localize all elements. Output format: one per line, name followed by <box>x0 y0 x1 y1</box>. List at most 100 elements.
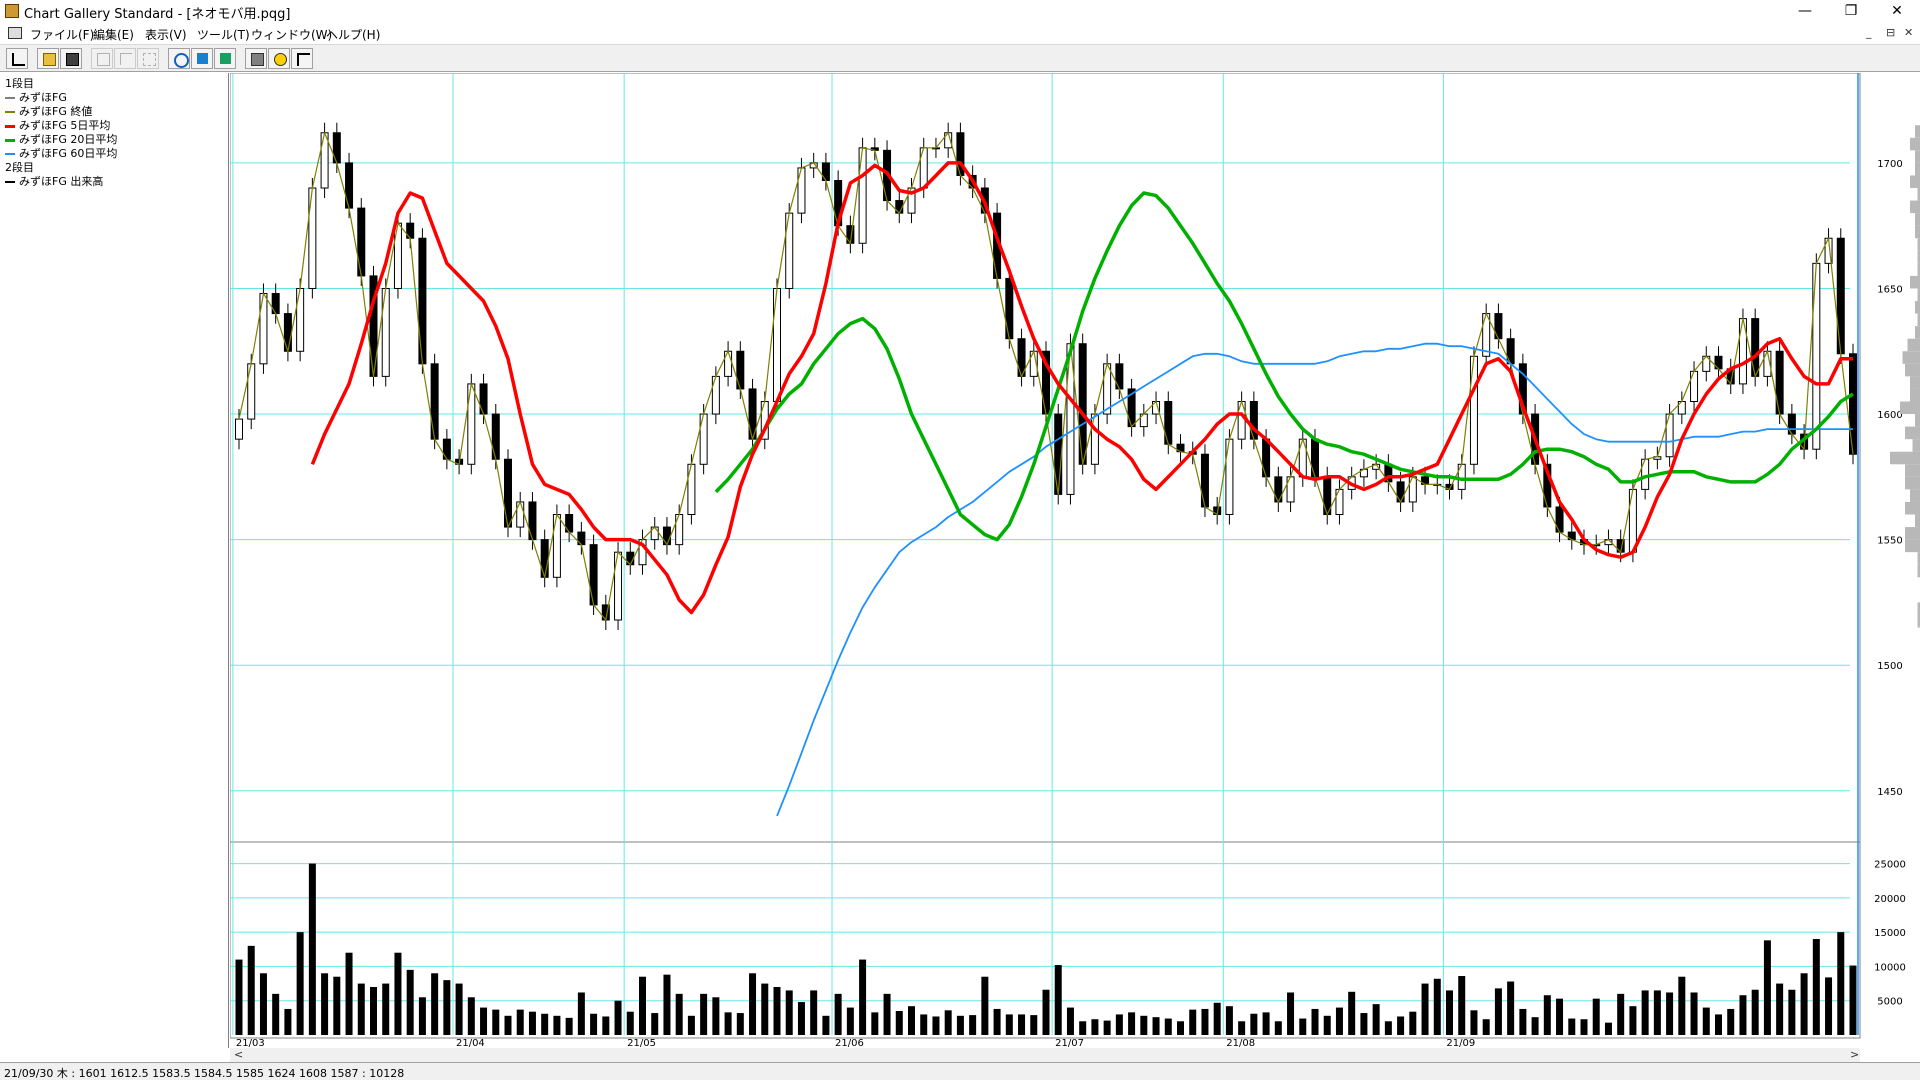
zoom-button[interactable] <box>168 48 190 69</box>
crosshair-button[interactable] <box>114 48 136 69</box>
volume-bar <box>321 973 328 1035</box>
candle-body <box>492 414 499 459</box>
menu-view[interactable]: 表示(V) <box>145 26 187 43</box>
candle-body <box>1263 439 1270 477</box>
volume-bar <box>1214 1003 1221 1035</box>
menu-file[interactable]: ファイル(F) <box>30 26 94 43</box>
print-icon <box>251 53 264 66</box>
price-profile-bar <box>1910 489 1920 502</box>
copy-button[interactable] <box>91 48 113 69</box>
horizontal-scrollbar[interactable]: < > <box>230 1048 1860 1062</box>
price-profile-bar <box>1915 226 1920 239</box>
volume-bar <box>370 987 377 1035</box>
volume-bar <box>1801 973 1808 1035</box>
volume-bar <box>1043 990 1050 1035</box>
chart-new-button[interactable] <box>6 48 28 69</box>
volume-bar <box>920 1014 927 1035</box>
volume-bar <box>480 1008 487 1035</box>
volume-bar <box>394 953 401 1035</box>
close-button[interactable]: ✕ <box>1874 0 1920 22</box>
volume-bar <box>1140 1016 1147 1035</box>
volume-bar <box>822 1016 829 1035</box>
volume-bar <box>1177 1021 1184 1035</box>
volume-bar <box>541 1014 548 1035</box>
candle-body <box>798 168 805 213</box>
legend-panel: 1段目 みずほFG みずほFG 終値 みずほFG 5日平均 みずほFG 20日平… <box>0 73 229 1048</box>
menu-help[interactable]: ヘルプ(H) <box>326 26 380 43</box>
price-profile-bar <box>1908 339 1920 352</box>
upload-icon <box>220 53 231 64</box>
price-profile-bar <box>1905 477 1920 490</box>
volume-tick-label: 15000 <box>1874 928 1906 939</box>
volume-bar <box>505 1016 512 1035</box>
scroll-right-icon[interactable]: > <box>1850 1048 1859 1062</box>
volume-bar <box>1776 984 1783 1035</box>
volume-bar <box>566 1018 573 1035</box>
mdi-minimize-button[interactable]: _ <box>1866 26 1872 39</box>
app-icon <box>5 4 19 18</box>
title-bar: Chart Gallery Standard - [ネオモバ用.pqg] — ❐… <box>0 0 1920 22</box>
volume-bar <box>1226 1006 1233 1035</box>
volume-bar <box>1544 995 1551 1035</box>
volume-bar <box>1385 1021 1392 1035</box>
volume-bar <box>1409 1012 1416 1035</box>
delete-button[interactable] <box>137 48 159 69</box>
candle-body <box>1813 263 1820 449</box>
volume-bar <box>578 992 585 1035</box>
print-button[interactable] <box>245 48 267 69</box>
status-bar: 21/09/30 木 : 1601 1612.5 1583.5 1584.5 1… <box>0 1062 1920 1080</box>
volume-tick-label: 10000 <box>1874 962 1906 973</box>
menu-edit[interactable]: 編集(E) <box>93 26 134 43</box>
document-icon[interactable] <box>8 27 22 39</box>
volume-bar <box>1018 1014 1025 1035</box>
save-button[interactable] <box>60 48 82 69</box>
open-button[interactable] <box>37 48 59 69</box>
volume-bar <box>908 1006 915 1035</box>
volume-bar <box>284 1009 291 1035</box>
price-tick-label: 1600 <box>1877 410 1902 421</box>
candle-body <box>1837 238 1844 354</box>
volume-bar <box>1691 992 1698 1035</box>
mdi-restore-button[interactable]: ⊟ <box>1886 26 1895 39</box>
volume-bar <box>1091 1019 1098 1035</box>
price-profile-bar <box>1915 326 1920 339</box>
candle-body <box>394 223 401 288</box>
upload-button[interactable] <box>214 48 236 69</box>
x-tick-label: 21/03 <box>236 1038 265 1048</box>
volume-bar <box>761 984 768 1035</box>
legend-item-volume[interactable]: みずほFG 出来高 <box>5 173 103 189</box>
save-icon <box>66 53 79 66</box>
volume-bar <box>1238 1021 1245 1035</box>
stock-chart[interactable]: 1450150015501600165017005000100001500020… <box>230 73 1920 1048</box>
volume-tick-label: 20000 <box>1874 894 1906 905</box>
price-profile-bar <box>1890 452 1920 465</box>
help-button[interactable] <box>268 48 290 69</box>
chart-new-icon <box>12 53 25 66</box>
mdi-close-button[interactable]: ✕ <box>1904 26 1913 39</box>
window-title: Chart Gallery Standard - [ネオモバ用.pqg] <box>24 3 290 22</box>
price-profile-bar <box>1910 138 1920 151</box>
volume-bar <box>786 990 793 1035</box>
volume-bar <box>639 977 646 1035</box>
volume-bar <box>1189 1010 1196 1035</box>
scroll-left-icon[interactable]: < <box>234 1048 243 1062</box>
volume-bar <box>1446 990 1453 1035</box>
volume-bar <box>1483 1019 1490 1035</box>
menu-tools[interactable]: ツール(T) <box>197 26 250 43</box>
volume-bar <box>1752 990 1759 1035</box>
x-tick-label: 21/05 <box>627 1038 656 1048</box>
download-button[interactable] <box>191 48 213 69</box>
price-profile-bar <box>1910 376 1920 389</box>
restore-button[interactable]: ❐ <box>1828 0 1874 22</box>
volume-bar <box>419 997 426 1035</box>
zoom-icon <box>174 53 189 68</box>
volume-bar <box>1519 1009 1526 1035</box>
context-help-button[interactable] <box>291 48 313 69</box>
minimize-button[interactable]: — <box>1782 0 1828 22</box>
candle-body <box>1470 356 1477 464</box>
menu-window[interactable]: ウィンドウ(W) <box>251 26 332 43</box>
volume-bar <box>969 1015 976 1035</box>
volume-bar <box>346 953 353 1035</box>
volume-bar <box>725 1012 732 1035</box>
volume-bar <box>1373 1004 1380 1035</box>
